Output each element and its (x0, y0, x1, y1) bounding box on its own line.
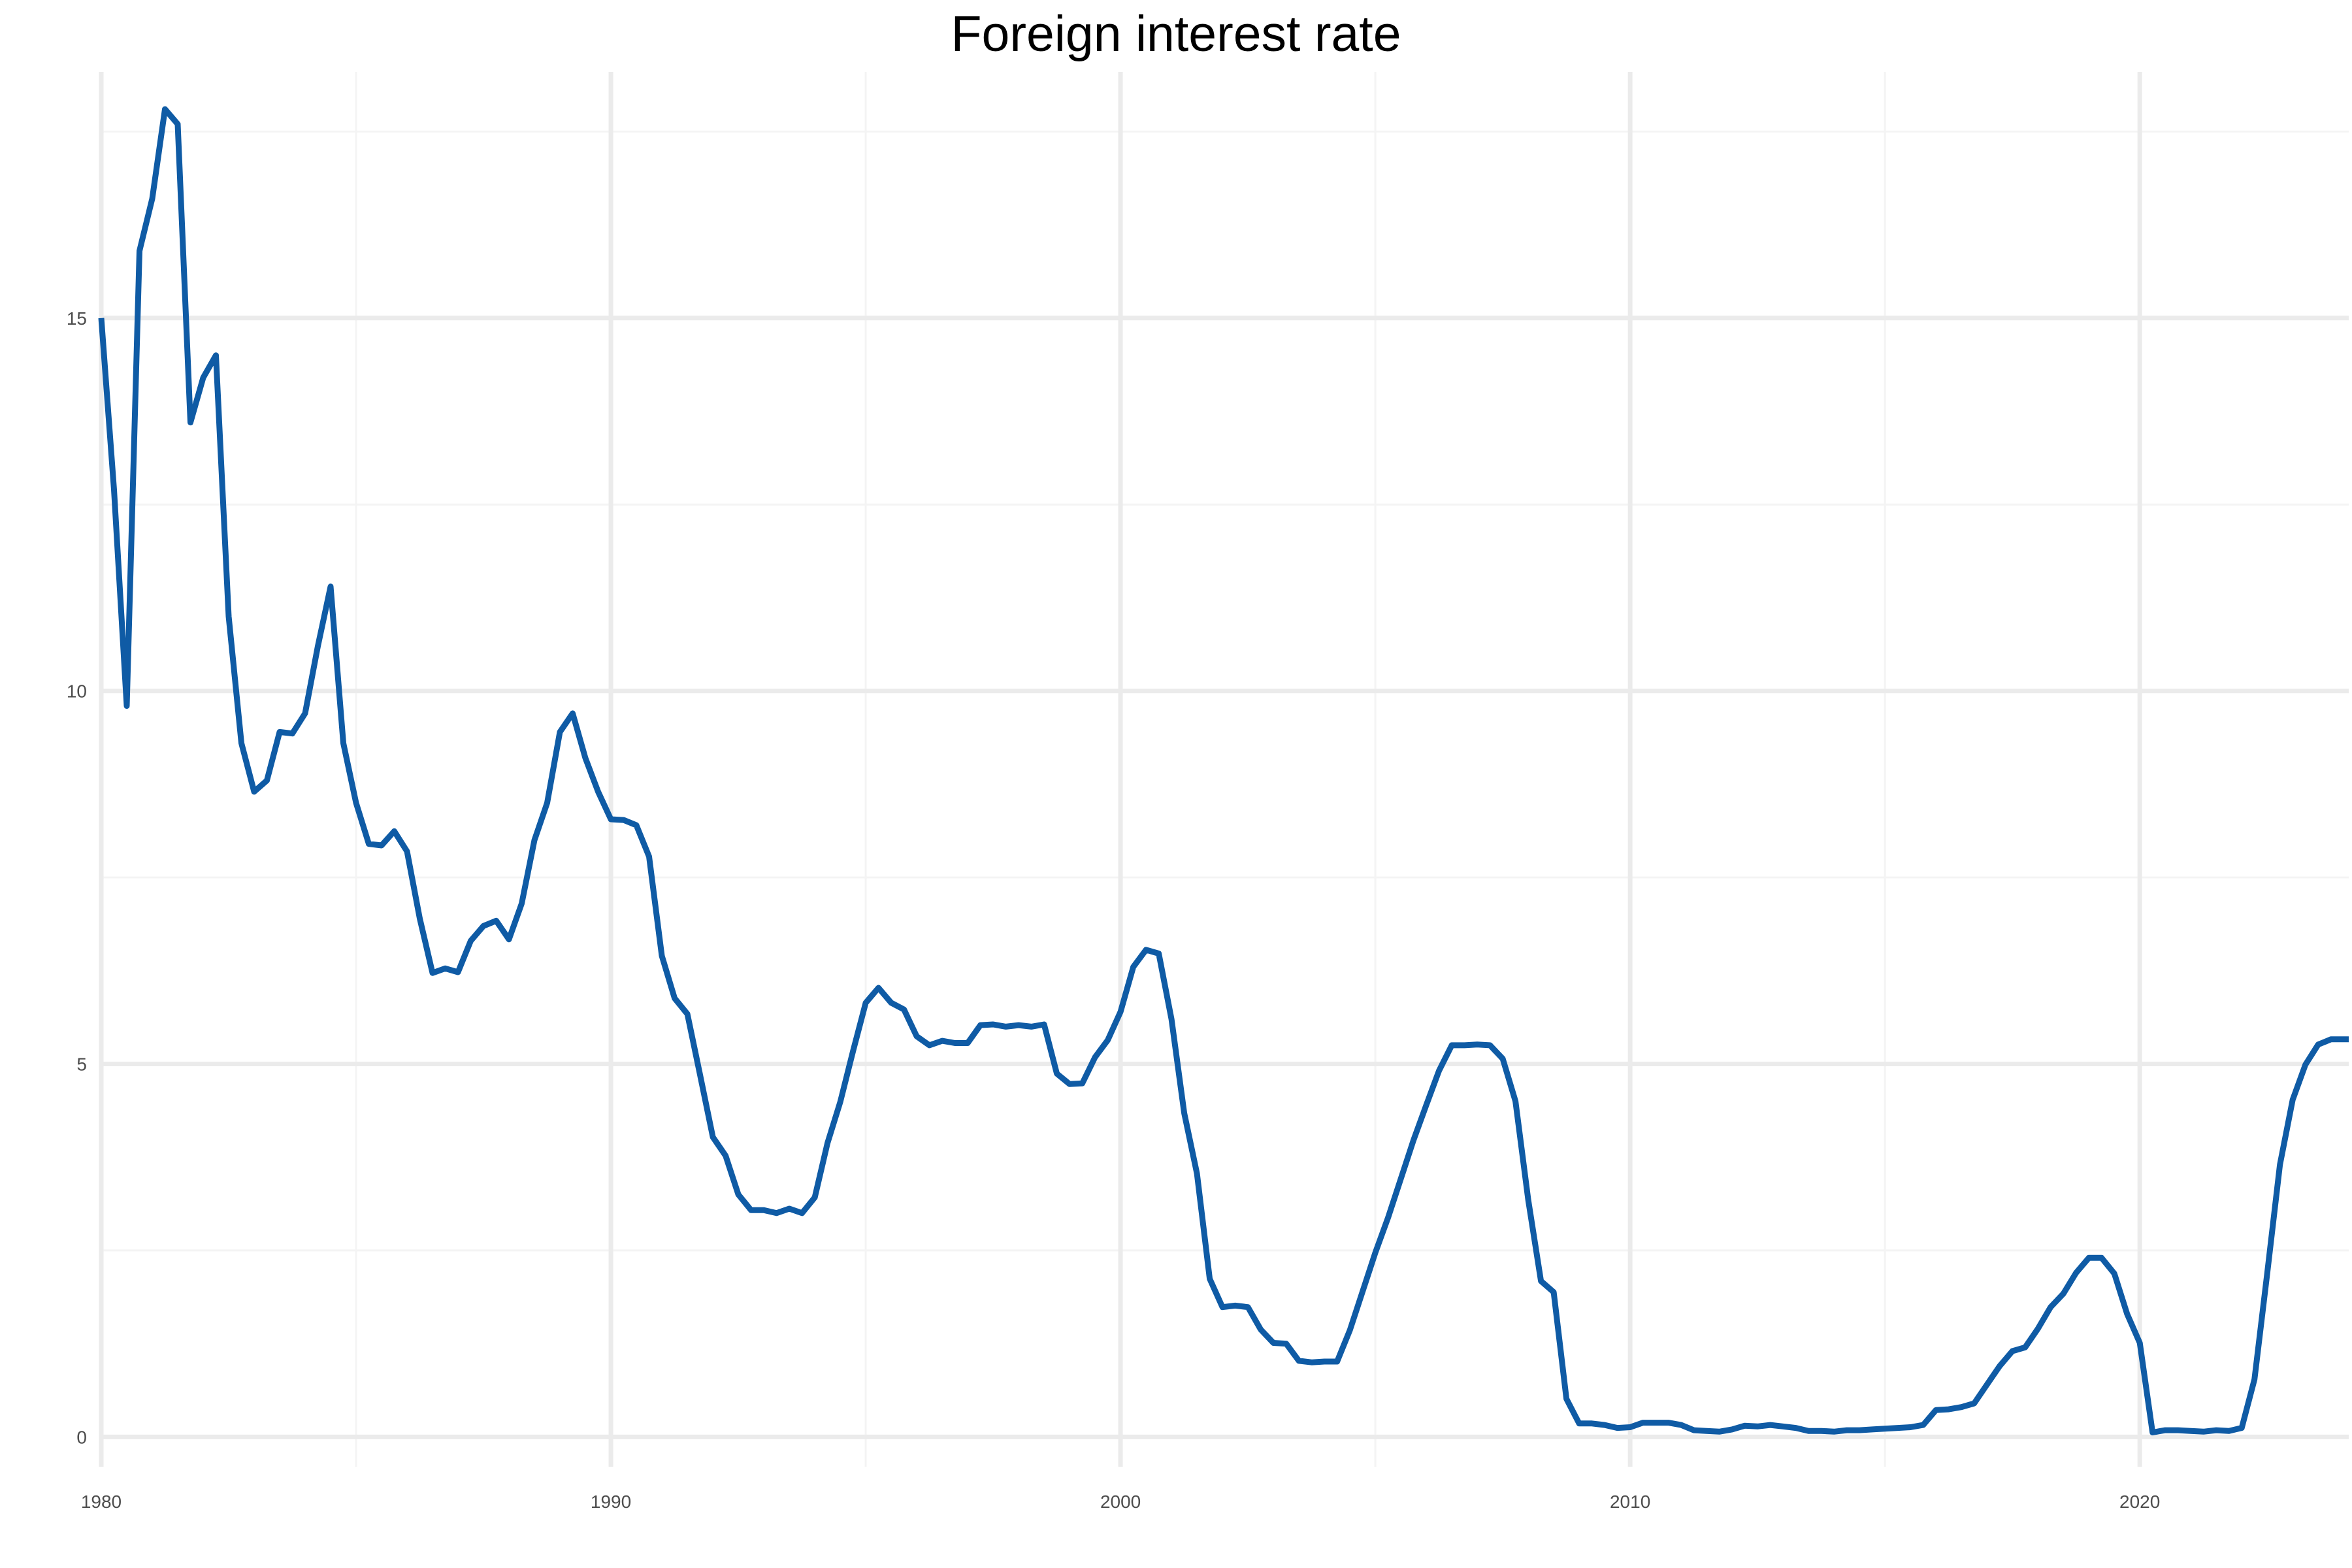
major-gridlines (99, 72, 2349, 1467)
x-axis: 1980 1990 2000 2010 2020 (81, 1492, 2160, 1512)
x-tick-label: 1990 (591, 1492, 631, 1512)
series-layer (98, 106, 2349, 1435)
y-tick-label: 0 (76, 1427, 87, 1447)
y-tick-label: 15 (67, 308, 87, 329)
minor-gridlines (101, 72, 2349, 1467)
x-tick-label: 2010 (1610, 1492, 1650, 1512)
chart-title: Foreign interest rate (951, 6, 1401, 62)
x-tick-label: 2020 (2119, 1492, 2160, 1512)
series-line-0 (98, 106, 2349, 1435)
y-tick-label: 10 (67, 681, 87, 702)
y-axis: 0 5 10 15 (67, 308, 87, 1448)
x-tick-label: 2000 (1100, 1492, 1141, 1512)
x-tick-label: 1980 (81, 1492, 122, 1512)
y-tick-label: 5 (76, 1054, 87, 1074)
